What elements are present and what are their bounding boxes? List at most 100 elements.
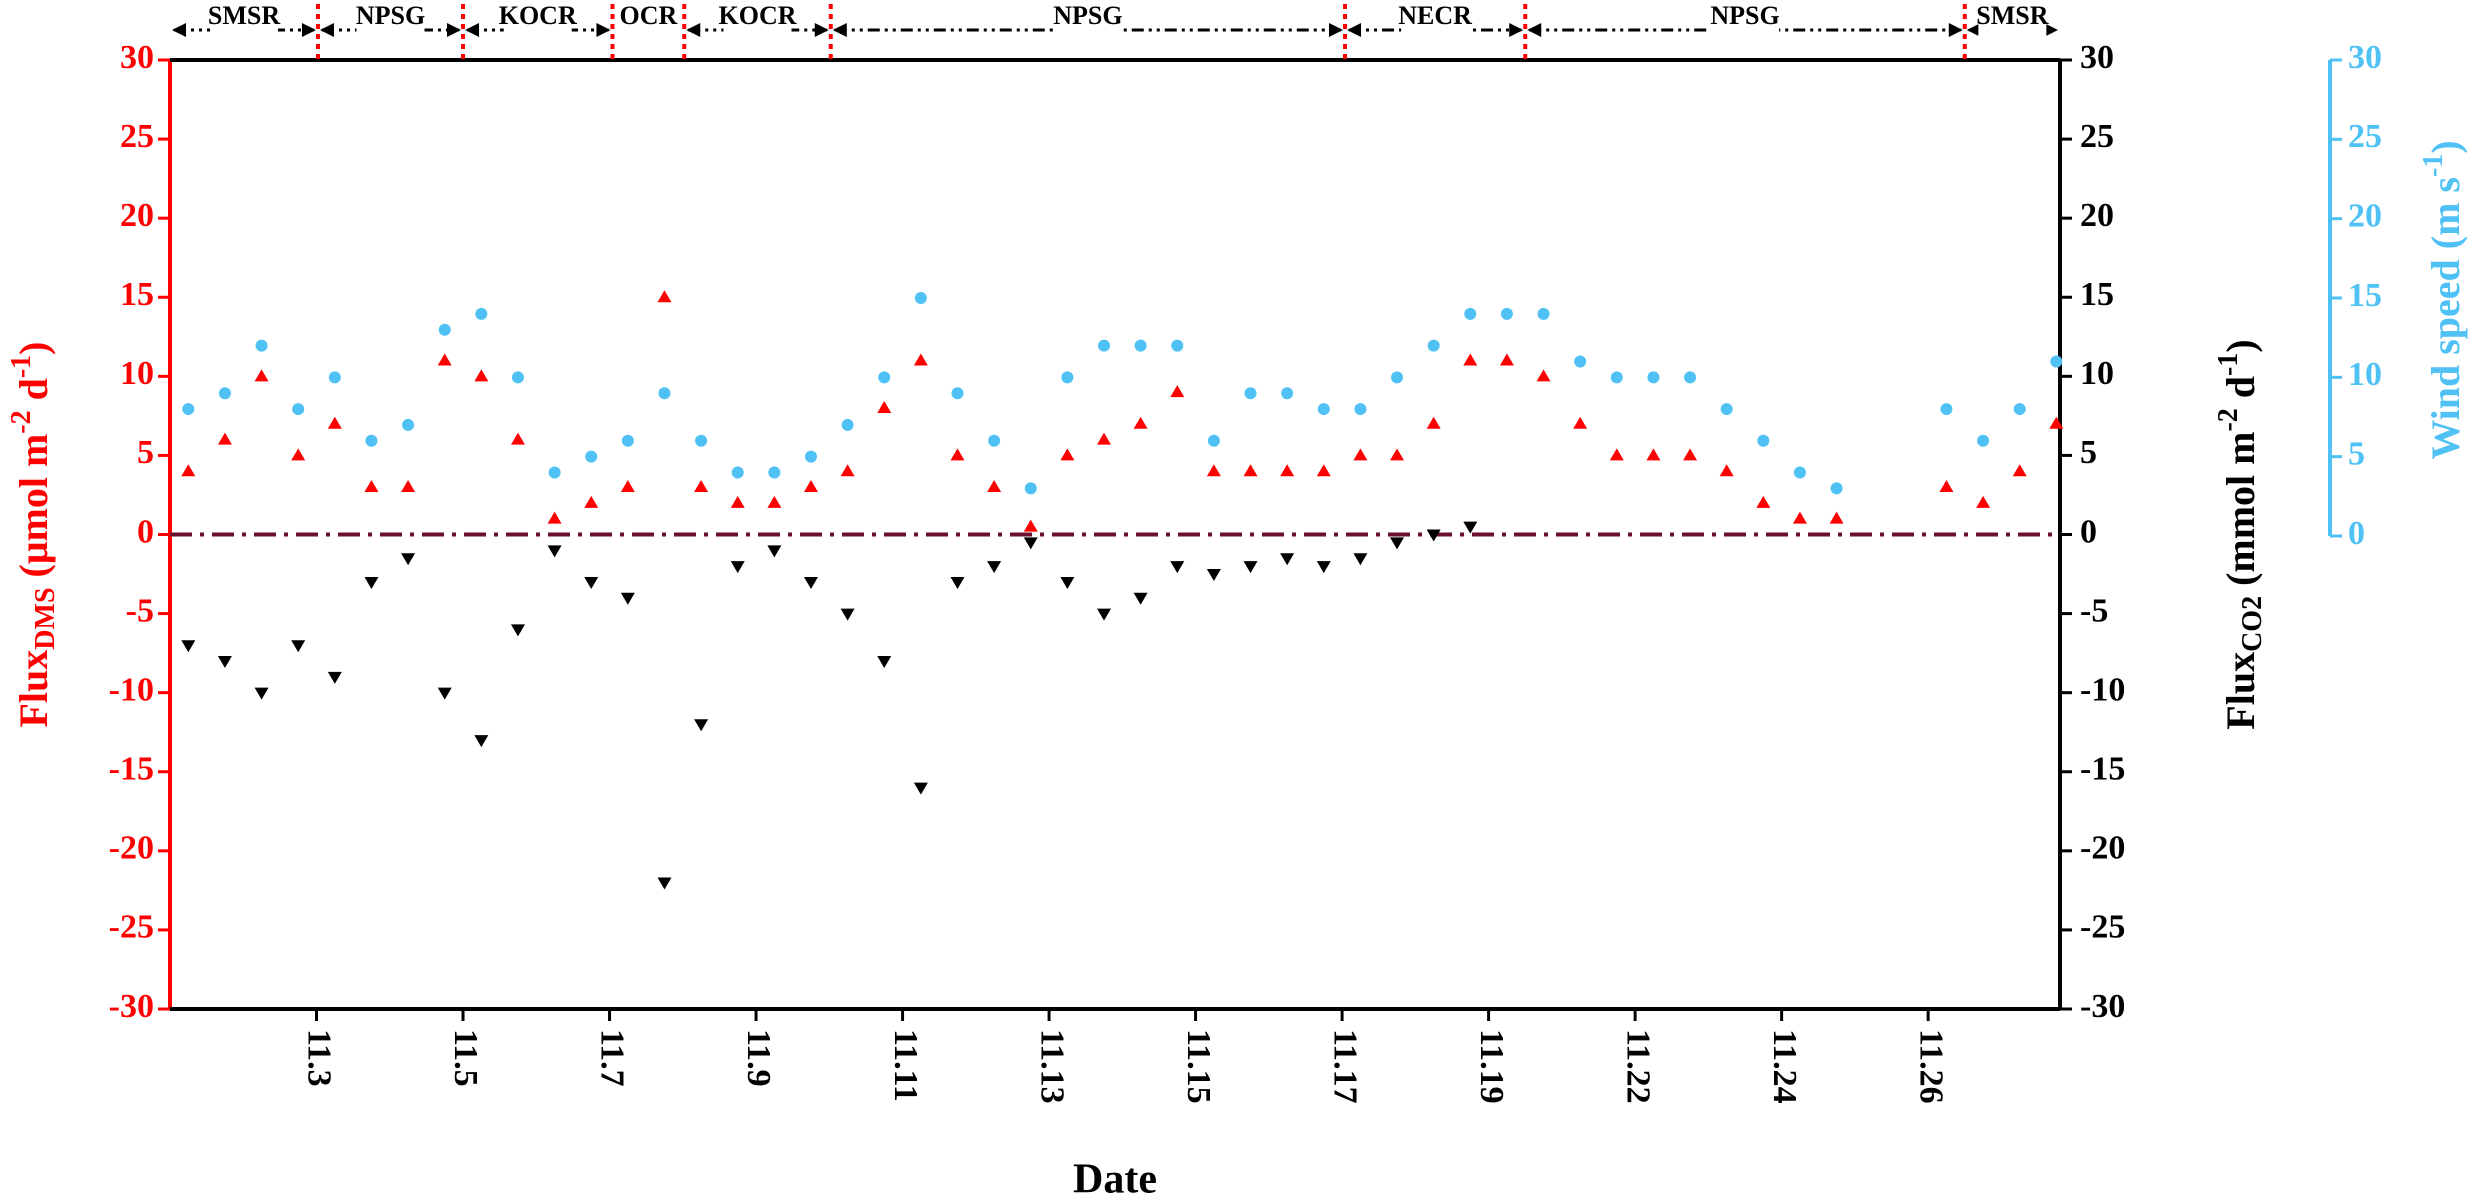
wind-point <box>1684 371 1697 384</box>
wind-point <box>1500 307 1513 320</box>
y-tick-label: 30 <box>120 39 154 76</box>
y2-tick-label: 30 <box>2080 39 2114 76</box>
region-label: NPSG <box>356 1 425 30</box>
dms-point <box>1719 464 1734 477</box>
x-tick-label: 11.11 <box>887 1029 924 1102</box>
dms-point <box>1353 448 1368 461</box>
y3-tick-label: 0 <box>2348 515 2365 552</box>
dms-point <box>584 495 599 508</box>
y2-axis-title: FluxCO2 (mmol m-2 d-1) <box>2213 339 2268 729</box>
co2-point <box>987 561 1002 574</box>
dms-point <box>1976 495 1991 508</box>
x-tick-label: 11.24 <box>1766 1029 1803 1104</box>
co2-point <box>877 656 892 669</box>
dms-point <box>1170 385 1185 398</box>
co2-point <box>1133 592 1148 605</box>
dms-point <box>474 369 489 382</box>
dms-point <box>254 369 269 382</box>
co2-point <box>1097 608 1112 621</box>
dms-point <box>913 353 928 366</box>
dms-point <box>1060 448 1075 461</box>
region-label: OCR <box>619 1 677 30</box>
dms-point <box>327 416 342 429</box>
wind-point <box>1281 387 1294 400</box>
region-label-bg <box>1401 14 1470 46</box>
y2-axis-title-part: Flux <box>2218 652 2263 730</box>
wind-point <box>182 403 195 416</box>
y2-axis-title-part: -1 <box>2213 353 2244 376</box>
wind-point <box>621 434 634 447</box>
y3-axis-title-part: Wind speed (m s <box>2423 177 2468 460</box>
y3-axis-title-part: -1 <box>2418 154 2449 177</box>
co2-point <box>1206 569 1221 582</box>
wind-point <box>1720 403 1733 416</box>
wind-point <box>1244 387 1257 400</box>
dms-point <box>1573 416 1588 429</box>
dms-point <box>1206 464 1221 477</box>
wind-point <box>1391 371 1404 384</box>
dms-point <box>2012 464 2027 477</box>
wind-point <box>731 466 744 479</box>
dms-point <box>1243 464 1258 477</box>
dms-point <box>364 480 379 493</box>
dms-point <box>1316 464 1331 477</box>
co2-point <box>327 671 342 684</box>
y-tick-label: -20 <box>109 830 154 867</box>
wind-point <box>804 450 817 463</box>
wind-point <box>1024 482 1037 495</box>
dms-point <box>1280 464 1295 477</box>
x-tick-label: 11.3 <box>301 1029 338 1087</box>
co2-point <box>840 608 855 621</box>
region-label: NPSG <box>1710 1 1779 30</box>
y-tick-label: -5 <box>126 592 154 629</box>
wind-point <box>1757 434 1770 447</box>
y2-tick-label: 0 <box>2080 513 2097 550</box>
wind-point <box>365 434 378 447</box>
y-axis-title-part: (μmol m <box>11 434 56 588</box>
co2-point <box>1170 561 1185 574</box>
region-label-bg <box>614 14 683 46</box>
x-tick-label: 11.7 <box>594 1029 631 1087</box>
co2-point <box>181 640 196 653</box>
region-label: NPSG <box>1053 1 1122 30</box>
wind-point <box>1830 482 1843 495</box>
dms-point <box>181 464 196 477</box>
wind-point <box>1610 371 1623 384</box>
y-axis-title-part: Flux <box>11 650 56 728</box>
dms-point <box>1536 369 1551 382</box>
y-axis-title-part: ) <box>11 341 56 354</box>
co2-point <box>1390 537 1405 550</box>
dms-point <box>1792 511 1807 524</box>
wind-point <box>1647 371 1660 384</box>
co2-point <box>1023 537 1038 550</box>
wind-point <box>2013 403 2026 416</box>
dms-point <box>2049 416 2064 429</box>
dms-point <box>1023 519 1038 532</box>
co2-point <box>437 687 452 700</box>
y-tick-label: -25 <box>109 909 154 946</box>
y-axis-title-part: -2 <box>6 410 37 433</box>
wind-point <box>1317 403 1330 416</box>
wind-point <box>1464 307 1477 320</box>
dms-point <box>840 464 855 477</box>
y3-tick-label: 30 <box>2348 39 2382 76</box>
y2-tick-label: 10 <box>2080 355 2114 392</box>
dms-point <box>1756 495 1771 508</box>
wind-point <box>658 387 671 400</box>
dms-point <box>803 480 818 493</box>
y-tick-label: 15 <box>120 276 154 313</box>
wind-point <box>695 434 708 447</box>
wind-point <box>328 371 341 384</box>
region-label: NECR <box>1398 1 1472 30</box>
y3-axis-title-part: ) <box>2423 140 2468 153</box>
dms-point <box>1133 416 1148 429</box>
dms-point <box>950 448 965 461</box>
wind-point <box>255 339 268 352</box>
co2-point <box>1426 529 1441 542</box>
y2-axis-title-part: -2 <box>2213 408 2244 431</box>
x-tick-label: 11.13 <box>1033 1029 1070 1104</box>
wind-point <box>1171 339 1184 352</box>
co2-point <box>364 576 379 589</box>
co2-point <box>1353 553 1368 566</box>
x-axis-title: Date <box>1073 1157 1157 1203</box>
